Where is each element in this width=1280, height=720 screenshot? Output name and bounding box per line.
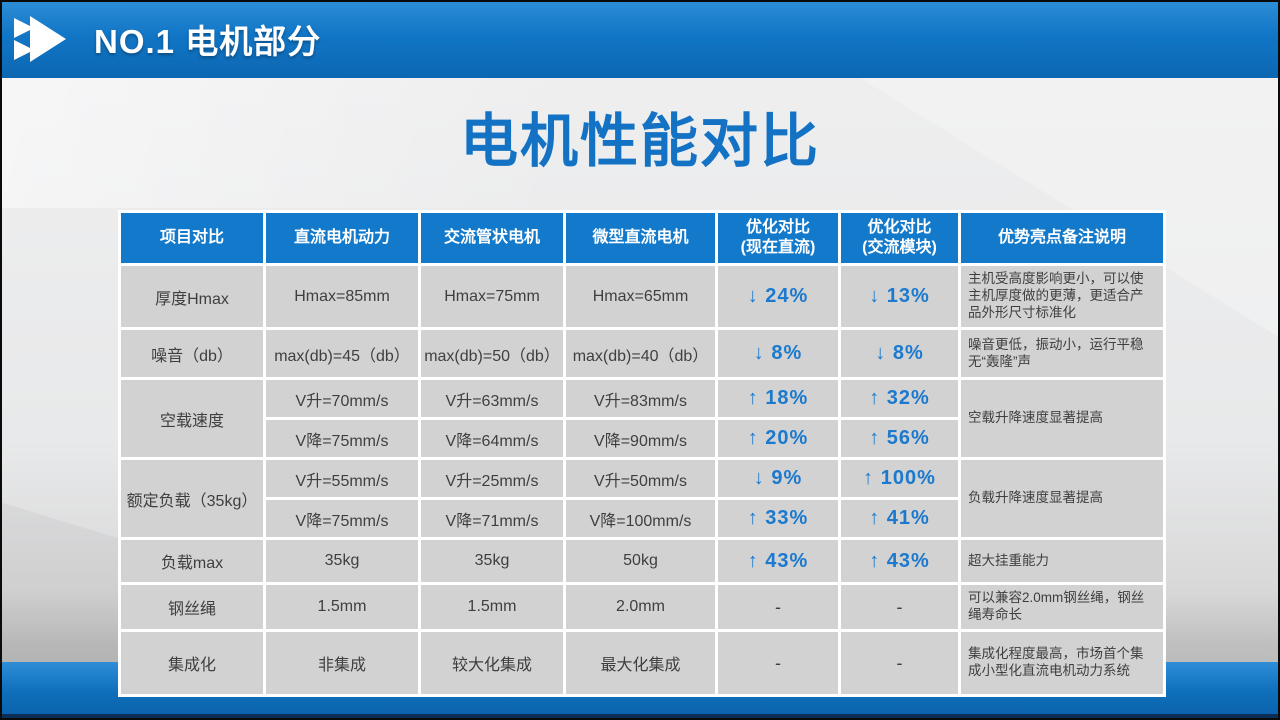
cell-value: V降=75mm/s	[263, 497, 421, 540]
cell-value: 50kg	[563, 537, 718, 585]
cell-note: 噪音更低，振动小，运行平稳无“轰隆”声	[958, 327, 1166, 380]
cell-percent: ↑ 100%	[838, 457, 961, 500]
row-label: 负载max	[118, 537, 266, 585]
cell-dash: -	[715, 629, 841, 697]
cell-value: Hmax=65mm	[563, 263, 718, 330]
page-title: 电机性能对比	[459, 109, 820, 174]
cell-percent: ↓ 24%	[715, 263, 841, 330]
table-row-noise: 噪音（db） max(db)=45（db） max(db)=50（db） max…	[118, 327, 1166, 380]
cell-dash: -	[715, 582, 841, 632]
cell-note: 集成化程度最高，市场首个集成小型化直流电机动力系统	[958, 629, 1166, 697]
cell-note: 负载升降速度显著提高	[958, 457, 1166, 540]
header-opt-vs-ac: 优化对比 (交流模块)	[838, 210, 961, 266]
cell-percent: ↑ 56%	[838, 417, 961, 460]
table-row-rated-down: V降=75mm/s V降=71mm/s V降=100mm/s ↑ 33% ↑ 4…	[120, 497, 1165, 540]
cell-percent: ↑ 43%	[715, 537, 841, 585]
row-label: 额定负载（35kg）	[118, 457, 266, 540]
cell-value: V降=71mm/s	[418, 497, 566, 540]
cell-value: V升=63mm/s	[418, 377, 566, 420]
row-label: 空载速度	[118, 377, 266, 460]
header-opt-vs-dc: 优化对比 (现在直流)	[715, 210, 841, 266]
cell-value: V降=75mm/s	[263, 417, 421, 460]
table-header-row: 项目对比 直流电机动力 交流管状电机 微型直流电机 优化对比 (现在直流) 优化对…	[118, 210, 1166, 266]
row-label: 厚度Hmax	[118, 263, 266, 330]
row-label: 钢丝绳	[118, 582, 266, 632]
cell-value: V升=55mm/s	[263, 457, 421, 500]
cell-percent: ↓ 8%	[715, 327, 841, 380]
cell-value: max(db)=40（db）	[563, 327, 718, 380]
cell-percent: ↓ 13%	[838, 263, 961, 330]
cell-value: 1.5mm	[418, 582, 566, 632]
cell-percent: ↑ 33%	[715, 497, 841, 540]
section-title: NO.1 电机部分	[94, 23, 322, 60]
cell-value: V升=70mm/s	[263, 377, 421, 420]
cell-percent: ↑ 41%	[838, 497, 961, 540]
cell-percent: ↑ 43%	[838, 537, 961, 585]
cell-value: max(db)=50（db）	[418, 327, 566, 380]
cell-value: Hmax=75mm	[418, 263, 566, 330]
row-label: 集成化	[118, 629, 266, 697]
cell-percent: ↓ 9%	[715, 457, 841, 500]
cell-value: V升=50mm/s	[563, 457, 718, 500]
row-label: 噪音（db）	[118, 327, 266, 380]
cell-note: 可以兼容2.0mm钢丝绳，钢丝绳寿命长	[958, 582, 1166, 632]
table-row-integration: 集成化 非集成 较大化集成 最大化集成 - - 集成化程度最高，市场首个集成小型…	[118, 629, 1166, 697]
cell-percent: ↓ 8%	[838, 327, 961, 380]
cell-value: 较大化集成	[418, 629, 566, 697]
cell-value: 1.5mm	[263, 582, 421, 632]
table-row-rated-up: 额定负载（35kg） V升=55mm/s V升=25mm/s V升=50mm/s…	[118, 457, 1166, 540]
cell-value: 35kg	[418, 537, 566, 585]
cell-value: Hmax=85mm	[263, 263, 421, 330]
triple-triangle-arrow-icon	[12, 10, 74, 68]
table-row-rope: 钢丝绳 1.5mm 1.5mm 2.0mm - - 可以兼容2.0mm钢丝绳，钢…	[118, 582, 1166, 632]
header-ac-tubular-motor: 交流管状电机	[418, 210, 566, 266]
cell-note: 超大挂重能力	[958, 537, 1166, 585]
cell-note: 主机受高度影响更小，可以使主机厚度做的更薄，更适合产品外形尺寸标准化	[958, 263, 1166, 330]
table-row-maxload: 负载max 35kg 35kg 50kg ↑ 43% ↑ 43% 超大挂重能力	[118, 537, 1166, 585]
cell-value: V升=83mm/s	[563, 377, 718, 420]
cell-value: V降=100mm/s	[563, 497, 718, 540]
cell-value: 最大化集成	[563, 629, 718, 697]
cell-dash: -	[838, 629, 961, 697]
cell-percent: ↑ 32%	[838, 377, 961, 420]
cell-dash: -	[838, 582, 961, 632]
cell-value: V升=25mm/s	[418, 457, 566, 500]
cell-value: 2.0mm	[563, 582, 718, 632]
cell-value: 非集成	[263, 629, 421, 697]
cell-percent: ↑ 20%	[715, 417, 841, 460]
table-row-noload-down: V降=75mm/s V降=64mm/s V降=90mm/s ↑ 20% ↑ 56…	[120, 417, 1165, 460]
cell-value: 35kg	[263, 537, 421, 585]
header-advantage-notes: 优势亮点备注说明	[958, 210, 1166, 266]
header-item-compare: 项目对比	[118, 210, 266, 266]
cell-value: V降=64mm/s	[418, 417, 566, 460]
table-row-thickness: 厚度Hmax Hmax=85mm Hmax=75mm Hmax=65mm ↓ 2…	[118, 263, 1166, 330]
cell-percent: ↑ 18%	[715, 377, 841, 420]
cell-value: max(db)=45（db）	[263, 327, 421, 380]
table-row-noload-up: 空载速度 V升=70mm/s V升=63mm/s V升=83mm/s ↑ 18%…	[118, 377, 1166, 460]
cell-value: V降=90mm/s	[563, 417, 718, 460]
header-micro-dc-motor: 微型直流电机	[563, 210, 718, 266]
comparison-table: 项目对比 直流电机动力 交流管状电机 微型直流电机 优化对比 (现在直流) 优化对…	[118, 210, 1166, 697]
cell-note: 空载升降速度显著提高	[958, 377, 1166, 460]
header-dc-motor: 直流电机动力	[263, 210, 421, 266]
slide-top-banner: NO.1 电机部分	[0, 0, 1280, 78]
